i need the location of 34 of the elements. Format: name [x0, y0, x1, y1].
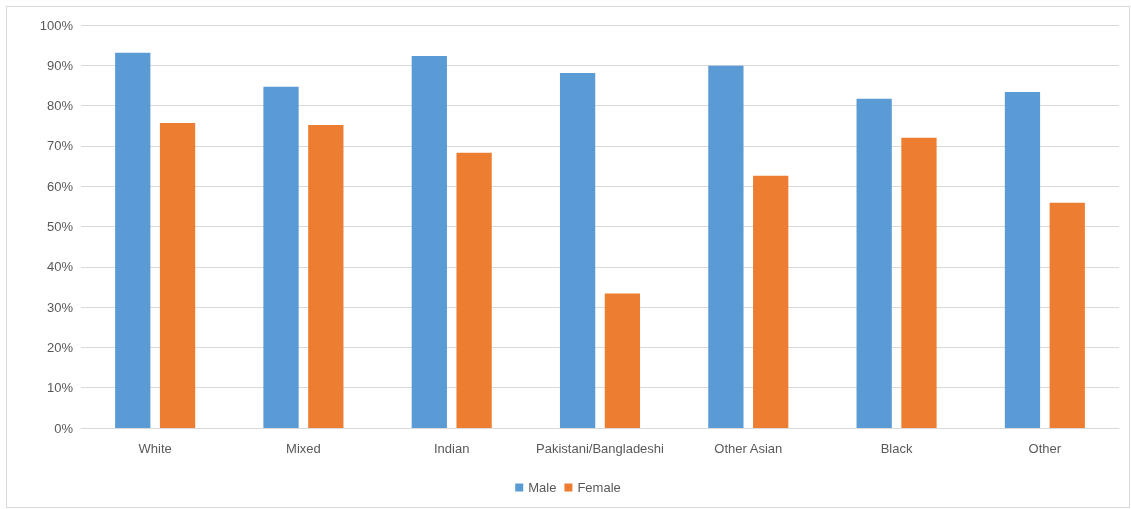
y-tick-label: 100%: [39, 17, 74, 33]
y-tick-label: 60%: [46, 178, 74, 194]
bar: [604, 293, 641, 428]
legend-label: Male: [528, 480, 557, 495]
x-tick-label: Mixed: [286, 441, 321, 456]
bar: [901, 137, 937, 428]
y-tick-label: 70%: [46, 138, 74, 154]
y-tick-label: 80%: [46, 98, 74, 114]
y-tick-label: 20%: [46, 339, 74, 355]
x-tick-label: Black: [880, 441, 913, 456]
legend-label: Female: [577, 480, 621, 495]
bar: [856, 98, 892, 428]
y-tick-label: 50%: [46, 219, 74, 234]
y-tick-label: 10%: [46, 380, 74, 396]
bar: [753, 175, 789, 428]
bar: [708, 65, 744, 428]
x-tick-label: Other Asian: [714, 441, 783, 456]
y-tick-label: 0%: [54, 420, 74, 436]
x-tick-label: White: [138, 441, 172, 456]
bar: [456, 152, 492, 428]
bar: [559, 72, 596, 428]
y-tick-label: 90%: [46, 57, 74, 73]
bar: [411, 56, 447, 428]
bar: [1049, 202, 1085, 428]
bar: [308, 124, 344, 428]
bar: [1004, 91, 1041, 428]
bar: [263, 86, 299, 428]
y-tick-label: 40%: [46, 259, 74, 275]
x-tick-label: Pakistani/Bangladeshi: [536, 441, 665, 456]
y-tick-label: 30%: [46, 299, 74, 315]
bar: [115, 52, 151, 428]
bar: [159, 122, 196, 428]
x-tick-label: Other: [1028, 441, 1062, 456]
x-tick-label: Indian: [434, 441, 470, 456]
